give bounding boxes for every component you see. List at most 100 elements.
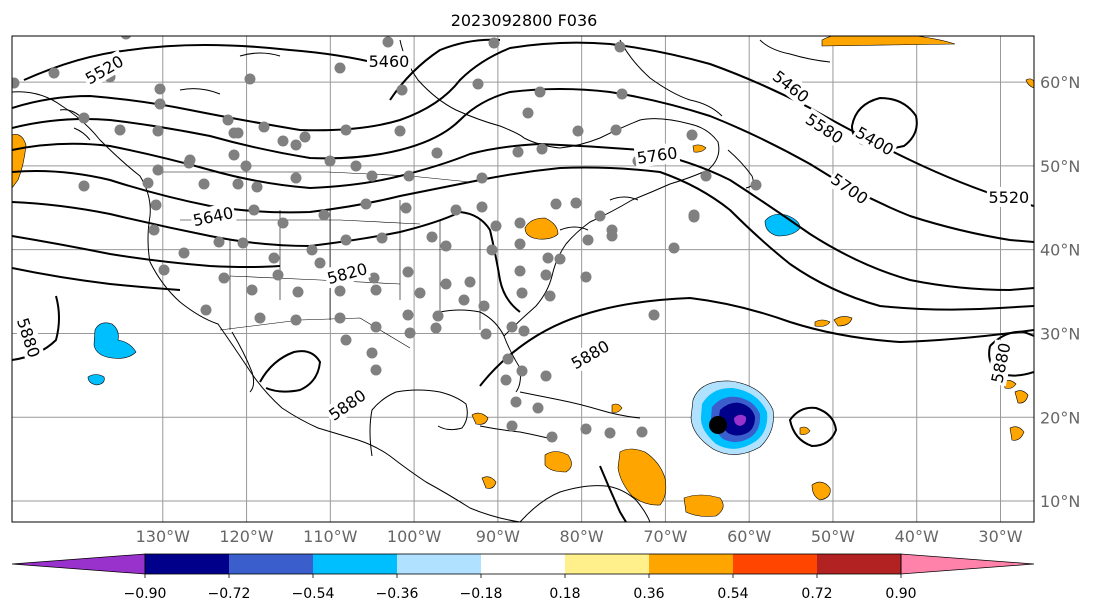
- station-marker: [334, 312, 346, 324]
- station-marker: [400, 202, 412, 214]
- latitude-tick-label: 50°N: [1040, 157, 1080, 176]
- station-marker: [306, 244, 318, 256]
- colorbar-segment: [229, 554, 313, 574]
- station-marker: [536, 143, 548, 155]
- longitude-tick-label: 60°W: [727, 527, 771, 546]
- station-marker: [290, 139, 302, 151]
- station-marker: [213, 236, 225, 248]
- station-marker: [426, 231, 438, 243]
- station-marker: [580, 271, 592, 283]
- station-marker: [616, 88, 628, 100]
- colorbar-tick-label: 0.18: [549, 586, 580, 602]
- station-marker: [198, 178, 210, 190]
- station-marker: [158, 264, 170, 276]
- anomaly-patch: [87, 374, 105, 386]
- contour-label: 5520: [989, 188, 1030, 207]
- station-marker: [450, 204, 462, 216]
- anomaly-patch: [524, 217, 559, 240]
- station-marker: [350, 160, 362, 172]
- colorbar-segment: [481, 554, 565, 574]
- contour-label-bg: [1079, 72, 1102, 118]
- contour-label-bg: [800, 107, 849, 149]
- station-marker: [246, 284, 258, 296]
- anomaly-patch: [1009, 426, 1025, 441]
- colorbar-tick-label: −0.36: [376, 586, 419, 602]
- longitude-tick-label: 100°W: [387, 527, 442, 546]
- colorbar-segment: [817, 554, 901, 574]
- station-marker: [582, 234, 594, 246]
- contour-label-bg: [12, 313, 46, 362]
- station-marker: [614, 41, 626, 53]
- station-marker: [366, 170, 378, 182]
- station-marker: [700, 170, 712, 182]
- longitude-tick-label: 130°W: [136, 527, 191, 546]
- colorbar-segment: [145, 554, 229, 574]
- colorbar-frame: [144, 553, 902, 575]
- contour-label-bg: [825, 167, 874, 210]
- station-marker: [150, 199, 162, 211]
- station-marker: [368, 272, 380, 284]
- station-marker: [532, 402, 544, 414]
- station-marker: [292, 286, 304, 298]
- contour-label-bg: [323, 257, 371, 289]
- anomaly-patch: [471, 412, 489, 425]
- station-marker: [430, 322, 442, 334]
- station-marker: [490, 220, 502, 232]
- anomaly-patch: [481, 476, 497, 489]
- colorbar-segment: [313, 554, 397, 574]
- station-marker: [480, 328, 492, 340]
- station-marker: [272, 269, 284, 281]
- station-marker: [404, 327, 416, 339]
- colorbar-tick-label: −0.90: [124, 586, 167, 602]
- station-marker: [506, 420, 518, 432]
- station-marker: [366, 347, 378, 359]
- contour-label-bg: [986, 186, 1031, 207]
- latitude-tick-label: 10°N: [1040, 492, 1080, 511]
- coastlines: [12, 39, 831, 522]
- station-marker: [48, 67, 60, 79]
- station-marker: [222, 114, 234, 126]
- station-marker: [522, 107, 534, 119]
- contour-label-bg: [189, 201, 237, 231]
- anomaly-patch: [799, 426, 811, 435]
- station-marker: [78, 112, 90, 124]
- colorbar-extend-high: [900, 553, 1035, 575]
- anomaly-patch: [1025, 78, 1034, 89]
- station-marker: [516, 287, 528, 299]
- station-marker: [251, 181, 263, 193]
- station-marker: [152, 164, 164, 176]
- station-marker: [78, 180, 90, 192]
- station-marker: [440, 240, 452, 252]
- station-marker: [514, 238, 526, 250]
- colorbar-tick-label: −0.72: [208, 586, 251, 602]
- station-marker: [648, 309, 660, 321]
- colorbar-tick-label: −0.54: [292, 586, 335, 602]
- station-marker: [512, 146, 524, 158]
- station-marker: [184, 154, 196, 166]
- station-marker: [120, 36, 132, 40]
- station-marker: [540, 269, 552, 281]
- station-marker: [376, 232, 388, 244]
- station-marker: [544, 290, 556, 302]
- station-marker: [340, 334, 352, 346]
- station-marker: [200, 304, 212, 316]
- station-marker: [12, 77, 20, 89]
- station-marker: [148, 224, 160, 236]
- anomaly-patch: [821, 36, 956, 47]
- station-marker: [237, 237, 249, 249]
- station-marker: [594, 210, 606, 222]
- station-marker: [114, 124, 126, 136]
- station-marker: [506, 321, 518, 333]
- station-marker: [464, 276, 476, 288]
- station-marker: [277, 135, 289, 147]
- latitude-tick-label: 40°N: [1040, 241, 1080, 260]
- latitude-tick-label: 20°N: [1040, 408, 1080, 427]
- station-marker: [431, 147, 443, 159]
- colorbar-segment: [733, 554, 817, 574]
- anomaly-patch: [93, 322, 137, 359]
- station-marker: [534, 86, 546, 98]
- longitude-axis: 130°W 120°W 110°W 100°W 90°W 80°W 70°W 60°W 50°W…: [136, 527, 1023, 546]
- anomaly-patch: [833, 316, 853, 327]
- station-marker: [290, 172, 302, 184]
